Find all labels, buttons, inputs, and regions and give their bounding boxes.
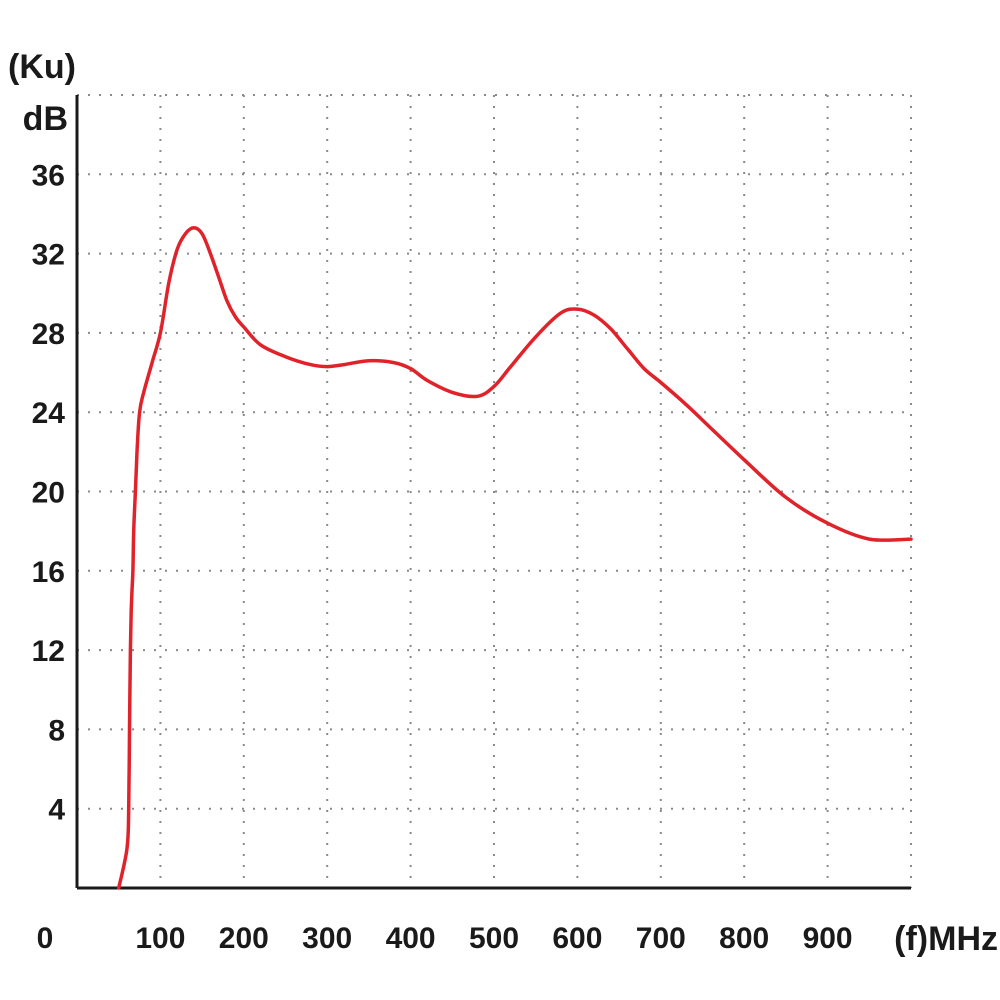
y-tick-labels: 4 8 12 16 20 24 28 32 36 (32, 159, 66, 826)
y-axis-unit-label: dB (23, 100, 68, 138)
y-tick-label: 24 (32, 397, 66, 430)
y-tick-label: 4 (48, 794, 65, 827)
x-tick-label: 800 (719, 922, 769, 955)
series-line (116, 226, 913, 890)
y-tick-label: 16 (32, 556, 65, 589)
y-tick-label: 20 (32, 477, 65, 510)
x-tick-label: 900 (803, 922, 853, 955)
grid-lines (77, 94, 912, 888)
y-tick-label: 12 (32, 635, 65, 668)
x-tick-label: 300 (302, 922, 352, 955)
x-tick-label: 600 (552, 922, 602, 955)
x-tick-label: 200 (219, 922, 269, 955)
series-layer (116, 226, 913, 890)
y-tick-label: 8 (48, 714, 65, 747)
x-axis-label: (f)MHz (894, 920, 998, 958)
x-tick-label: 500 (469, 922, 519, 955)
x-tick-labels: 100 200 300 400 500 600 700 800 900 (135, 922, 852, 955)
y-tick-label: 32 (32, 239, 65, 272)
x-tick-label: 100 (135, 922, 185, 955)
y-tick-label: 28 (32, 318, 65, 351)
axes (75, 95, 911, 890)
x-tick-label: 400 (386, 922, 436, 955)
y-tick-label: 36 (32, 159, 65, 192)
y-axis-label-top: (Ku) (8, 48, 76, 86)
x-origin-label: 0 (37, 922, 54, 955)
x-tick-label: 700 (636, 922, 686, 955)
